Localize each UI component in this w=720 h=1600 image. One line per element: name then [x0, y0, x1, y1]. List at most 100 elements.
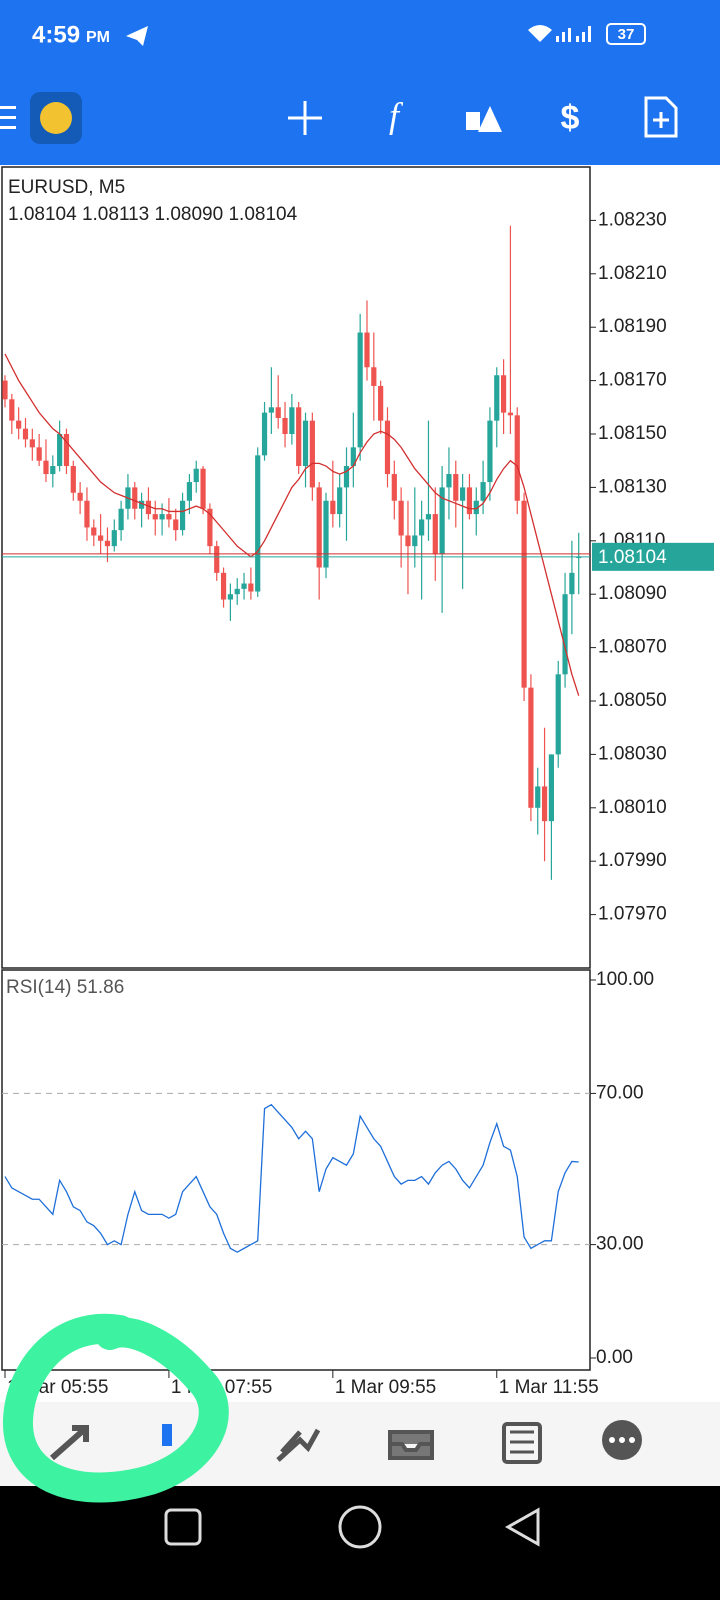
candle-body [466, 487, 473, 515]
candle-body [528, 687, 534, 808]
candle-body [289, 407, 295, 434]
annotation-circle [3, 1313, 229, 1503]
candle-body [43, 460, 49, 475]
home-button[interactable] [338, 1505, 382, 1549]
wifi-icon [528, 25, 552, 42]
back-button[interactable] [504, 1507, 540, 1547]
candle-body [9, 399, 15, 421]
x-tick-label: 1 Mar 09:55 [335, 1377, 436, 1398]
y-tick-label: 0.00 [596, 1347, 633, 1368]
menu-button[interactable] [0, 106, 16, 129]
candle-body [241, 583, 247, 589]
trade-tab[interactable] [276, 1428, 321, 1462]
y-tick-label: 1.08130 [598, 476, 667, 497]
candle-body [214, 546, 220, 573]
objects-button[interactable] [466, 106, 502, 132]
candle-body [391, 474, 397, 501]
candle-body [562, 594, 568, 675]
trade-button[interactable]: $ [561, 99, 580, 137]
candle-body [494, 375, 500, 421]
y-tick-label: 70.00 [596, 1082, 644, 1103]
y-tick-label: 1.08210 [598, 263, 667, 284]
candle-body [425, 514, 432, 520]
y-tick-label: 1.08170 [598, 370, 667, 391]
candle-body [50, 466, 56, 475]
rsi-line [4, 1103, 579, 1253]
y-tick-label: 1.07990 [598, 850, 667, 871]
candle-body [234, 588, 240, 595]
candle-body [576, 556, 582, 559]
nav-bar [0, 1486, 720, 1600]
candle-body [371, 367, 377, 386]
candle-body [2, 380, 8, 400]
candle-body [91, 527, 97, 536]
candle-body [22, 428, 29, 440]
candle-body [261, 412, 268, 456]
candle-body [29, 439, 35, 448]
candle-body [296, 407, 302, 467]
price-pane [1, 166, 591, 969]
candle-body [412, 535, 418, 547]
candle-body [159, 514, 165, 520]
clock-ampm: PM [86, 29, 110, 46]
news-tab[interactable] [502, 1422, 542, 1464]
clock: 4:59 [32, 21, 80, 48]
candle-body [323, 500, 329, 568]
ohlc-label: 1.08104 1.08113 1.08090 1.08104 [8, 204, 298, 225]
candle-body [535, 786, 541, 808]
new-order-button[interactable] [644, 96, 678, 138]
candle-body [207, 508, 213, 547]
candle-body [36, 447, 42, 461]
rsi-pane [1, 969, 591, 1371]
chart-tab[interactable] [162, 1424, 172, 1446]
candle-body [152, 514, 158, 520]
y-tick-label: 1.07970 [598, 904, 667, 925]
y-tick-label: 1.08230 [598, 209, 667, 230]
battery-icon [606, 23, 646, 45]
candle-body [446, 474, 452, 488]
candle-body [302, 420, 309, 467]
signal-icon [556, 26, 591, 42]
candle-body [439, 487, 445, 555]
candle-body [419, 519, 425, 536]
y-tick-label: 30.00 [596, 1234, 644, 1255]
candle-body [16, 420, 22, 429]
candle-body [384, 420, 391, 475]
candle-body [98, 535, 104, 541]
history-tab[interactable] [388, 1430, 434, 1460]
candle-body [179, 500, 186, 531]
candle-body [186, 482, 193, 501]
candle-body [268, 407, 274, 413]
candle-body [166, 514, 172, 520]
candle-body [104, 540, 111, 547]
candle-body [378, 385, 384, 421]
candle-body [460, 487, 466, 501]
candle-body [480, 482, 486, 501]
y-tick-label: 1.08010 [598, 797, 667, 818]
candle-body [316, 487, 322, 568]
candle-body [200, 468, 206, 509]
candle-body [139, 500, 145, 509]
candle-body [405, 535, 411, 547]
candle-body [173, 519, 179, 531]
candle-body [57, 434, 63, 467]
battery-level: 37 [618, 26, 635, 43]
crosshair-button[interactable] [288, 101, 322, 135]
candle-body [220, 572, 227, 600]
app-icon-logo [40, 102, 72, 134]
y-tick-label: 1.08190 [598, 316, 667, 337]
candle-body [555, 674, 561, 755]
new-order-plus [653, 112, 669, 128]
recents-button[interactable] [164, 1508, 202, 1546]
candle-body [541, 786, 548, 822]
candle-body [282, 417, 288, 434]
y-tick-label: 1.08070 [598, 637, 667, 658]
candle-body [118, 508, 124, 531]
candle-body [432, 514, 438, 555]
candle-body [514, 415, 520, 501]
chat-tab-dots [609, 1437, 635, 1443]
candle-body [70, 466, 76, 493]
quotes-tab[interactable] [50, 1425, 89, 1461]
candle-body [193, 468, 199, 483]
